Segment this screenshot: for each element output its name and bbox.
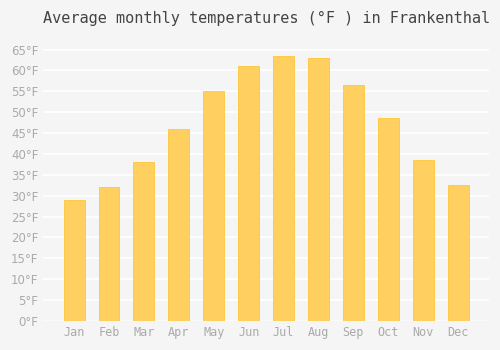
Bar [238, 66, 259, 321]
Bar [168, 129, 190, 321]
Bar [273, 56, 294, 321]
Title: Average monthly temperatures (°F ) in Frankenthal: Average monthly temperatures (°F ) in Fr… [42, 11, 490, 26]
Bar [343, 85, 364, 321]
Bar [413, 160, 434, 321]
Bar [204, 91, 224, 321]
Bar [448, 185, 468, 321]
Bar [378, 118, 399, 321]
Bar [134, 162, 154, 321]
Bar [98, 187, 119, 321]
Bar [64, 200, 84, 321]
Bar [308, 58, 329, 321]
